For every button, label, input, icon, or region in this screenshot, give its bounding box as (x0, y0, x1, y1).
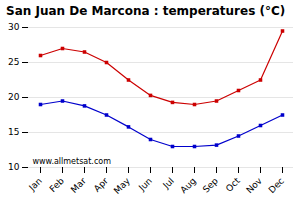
svg-text:Nov: Nov (244, 175, 264, 195)
svg-text:Mar: Mar (69, 175, 88, 194)
svg-text:Dec: Dec (267, 176, 286, 195)
svg-text:Aug: Aug (178, 176, 198, 196)
svg-text:15: 15 (8, 127, 19, 137)
svg-text:Apr: Apr (92, 176, 110, 194)
svg-text:Jun: Jun (136, 176, 154, 194)
svg-text:Sep: Sep (201, 176, 220, 195)
svg-text:May: May (112, 175, 133, 196)
svg-text:www.allmetsat.com: www.allmetsat.com (33, 157, 112, 166)
svg-text:10: 10 (8, 162, 20, 172)
svg-text:20: 20 (8, 92, 20, 102)
html-text:San Juan De Marcona : temperat: San Juan De Marcona : temperatures (°C) (6, 4, 286, 18)
svg-text:25: 25 (8, 57, 19, 67)
svg-text:30: 30 (8, 22, 20, 32)
svg-text:Feb: Feb (48, 176, 67, 195)
svg-text:Jan: Jan (26, 176, 44, 194)
svg-text:Oct: Oct (224, 175, 242, 193)
svg-text:Jul: Jul (160, 176, 175, 191)
